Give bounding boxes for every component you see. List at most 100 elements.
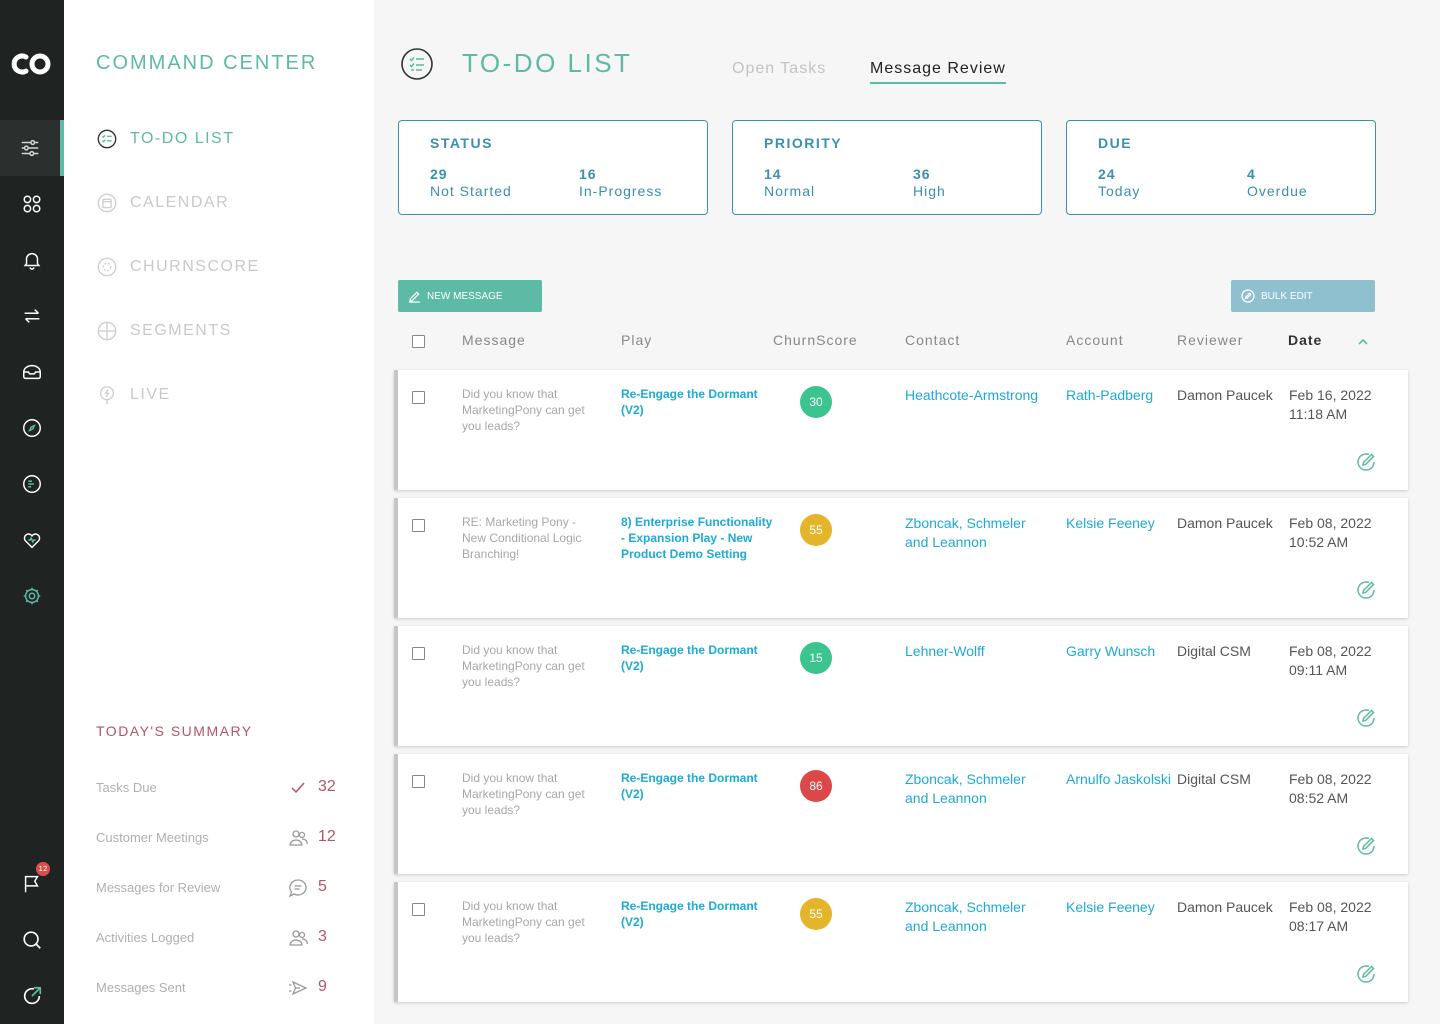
- row-contact-link[interactable]: Heathcote-Armstrong: [905, 387, 1039, 403]
- stat-overdue[interactable]: 4 Overdue: [1247, 166, 1308, 199]
- stat-value: 24: [1098, 166, 1116, 182]
- nav-item-calendar[interactable]: CALENDAR: [96, 192, 229, 214]
- bell-icon: [23, 252, 41, 270]
- nav-item-segments[interactable]: SEGMENTS: [96, 320, 232, 342]
- row-checkbox[interactable]: [412, 519, 425, 532]
- nav-item-live[interactable]: LIVE: [96, 384, 171, 406]
- status-card: STATUS 29 Not Started 16 In-Progress: [398, 120, 708, 215]
- rail-health[interactable]: [0, 512, 64, 568]
- summary-row-messages-sent: Messages Sent 9: [96, 978, 346, 998]
- stat-not-started[interactable]: 29 Not Started: [430, 166, 512, 199]
- compass-icon: [23, 419, 41, 437]
- row-message[interactable]: Did you know that MarketingPony can get …: [462, 771, 585, 817]
- row-contact-link[interactable]: Zboncak, Schmeler and Leannon: [905, 771, 1026, 806]
- row-play-link[interactable]: Re-Engage the Dormant (V2): [621, 771, 758, 801]
- rail-apps[interactable]: [0, 176, 64, 232]
- new-message-label: NEW MESSAGE: [427, 290, 503, 302]
- rail-explore[interactable]: [0, 400, 64, 456]
- bulk-edit-button[interactable]: BULK EDIT: [1231, 280, 1375, 312]
- rail-settings[interactable]: [0, 568, 64, 624]
- edit-icon[interactable]: [1354, 578, 1378, 602]
- rail-notifications[interactable]: [0, 232, 64, 288]
- stat-value: 36: [913, 166, 931, 182]
- column-header-message[interactable]: Message: [462, 332, 526, 348]
- due-card: DUE 24 Today 4 Overdue: [1066, 120, 1376, 215]
- sort-ascending-icon[interactable]: [1356, 335, 1370, 349]
- summary-row-customer-meetings: Customer Meetings 12: [96, 828, 346, 848]
- column-header-contact[interactable]: Contact: [905, 332, 961, 348]
- row-reviewer: Damon Paucek: [1177, 899, 1273, 915]
- summary-title: TODAY'S SUMMARY: [96, 723, 253, 739]
- row-date: Feb 08, 2022 08:17 AM: [1289, 898, 1389, 936]
- edit-icon[interactable]: [1354, 706, 1378, 730]
- row-account-link[interactable]: Garry Wunsch: [1066, 643, 1156, 659]
- rail-command-center[interactable]: [0, 120, 64, 176]
- nav-item-label: SEGMENTS: [130, 322, 232, 339]
- edit-icon[interactable]: [1354, 834, 1378, 858]
- new-message-button[interactable]: NEW MESSAGE: [398, 280, 542, 312]
- row-date: Feb 16, 2022 11:18 AM: [1289, 386, 1389, 424]
- row-reviewer: Digital CSM: [1177, 771, 1251, 787]
- rail-transfers[interactable]: [0, 288, 64, 344]
- table-row[interactable]: Did you know that MarketingPony can get …: [394, 882, 1408, 1002]
- icon-rail: 12: [0, 0, 64, 1024]
- row-checkbox[interactable]: [412, 391, 425, 404]
- row-play-link[interactable]: Re-Engage the Dormant (V2): [621, 899, 758, 929]
- card-title: DUE: [1098, 135, 1133, 151]
- row-checkbox[interactable]: [412, 647, 425, 660]
- table-row[interactable]: RE: Marketing Pony - New Conditional Log…: [394, 498, 1408, 618]
- stat-normal[interactable]: 14 Normal: [764, 166, 815, 199]
- row-checkbox[interactable]: [412, 903, 425, 916]
- rail-external[interactable]: [0, 968, 64, 1024]
- row-message[interactable]: Did you know that MarketingPony can get …: [462, 387, 585, 433]
- summary-label: Activities Logged: [96, 930, 195, 945]
- row-message[interactable]: Did you know that MarketingPony can get …: [462, 899, 585, 945]
- row-date-day: Feb 08, 2022: [1289, 771, 1372, 787]
- column-header-reviewer[interactable]: Reviewer: [1177, 332, 1244, 348]
- row-message[interactable]: Did you know that MarketingPony can get …: [462, 643, 585, 689]
- todo-list-icon: [401, 48, 433, 80]
- row-account-link[interactable]: Kelsie Feeney: [1066, 515, 1155, 531]
- stat-label: Overdue: [1247, 183, 1308, 199]
- rail-search[interactable]: [0, 912, 64, 968]
- row-account-link[interactable]: Kelsie Feeney: [1066, 899, 1155, 915]
- chat-icon: [288, 879, 307, 898]
- rail-messages[interactable]: 12: [0, 856, 64, 912]
- column-header-account[interactable]: Account: [1066, 332, 1124, 348]
- tab-open-tasks[interactable]: Open Tasks: [732, 60, 827, 77]
- rail-tasks[interactable]: [0, 456, 64, 512]
- edit-icon[interactable]: [1354, 962, 1378, 986]
- tab-message-review[interactable]: Message Review: [870, 60, 1006, 84]
- nav-item-label: CHURNSCORE: [130, 258, 260, 275]
- rail-inbox[interactable]: [0, 344, 64, 400]
- row-play-link[interactable]: Re-Engage the Dormant (V2): [621, 387, 758, 417]
- column-header-churnscore[interactable]: ChurnScore: [773, 332, 858, 348]
- row-play-link[interactable]: 8) Enterprise Functionality - Expansion …: [621, 515, 773, 561]
- brand-logo[interactable]: [0, 36, 64, 92]
- row-message[interactable]: RE: Marketing Pony - New Conditional Log…: [462, 515, 582, 561]
- summary-label: Customer Meetings: [96, 830, 209, 845]
- row-account-link[interactable]: Rath-Padberg: [1066, 387, 1154, 403]
- row-date-time: 08:17 AM: [1289, 918, 1349, 934]
- edit-icon[interactable]: [1354, 450, 1378, 474]
- nav-item-churnscore[interactable]: CHURNSCORE: [96, 256, 260, 278]
- column-header-play[interactable]: Play: [621, 332, 653, 348]
- row-contact-link[interactable]: Lehner-Wolff: [905, 643, 985, 659]
- stat-high[interactable]: 36 High: [913, 166, 946, 199]
- summary-row-tasks-due: Tasks Due 32: [96, 778, 346, 798]
- summary-value: 3: [318, 928, 327, 945]
- table-row[interactable]: Did you know that MarketingPony can get …: [394, 626, 1408, 746]
- row-contact-link[interactable]: Zboncak, Schmeler and Leannon: [905, 515, 1026, 550]
- stat-in-progress[interactable]: 16 In-Progress: [579, 166, 662, 199]
- row-date-time: 08:52 AM: [1289, 790, 1349, 806]
- select-all-checkbox[interactable]: [412, 335, 425, 348]
- row-checkbox[interactable]: [412, 775, 425, 788]
- row-contact-link[interactable]: Zboncak, Schmeler and Leannon: [905, 899, 1026, 934]
- table-row[interactable]: Did you know that MarketingPony can get …: [394, 754, 1408, 874]
- row-play-link[interactable]: Re-Engage the Dormant (V2): [621, 643, 758, 673]
- row-account-link[interactable]: Arnulfo Jaskolski: [1066, 771, 1172, 787]
- stat-today[interactable]: 24 Today: [1098, 166, 1140, 199]
- table-row[interactable]: Did you know that MarketingPony can get …: [394, 370, 1408, 490]
- column-header-date[interactable]: Date: [1288, 332, 1323, 348]
- nav-item-todo-list[interactable]: TO-DO LIST: [96, 128, 235, 150]
